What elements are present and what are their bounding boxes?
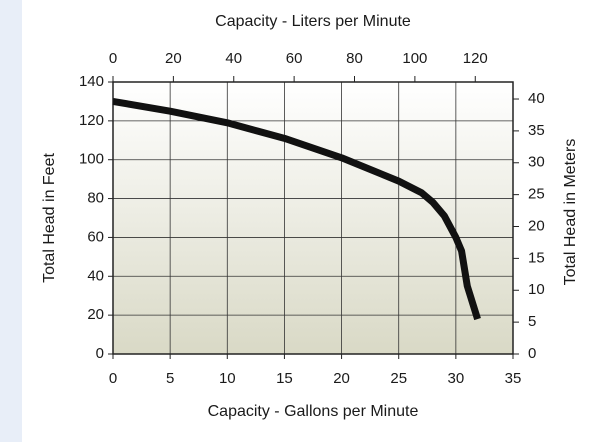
y2-tick-label: 30: [528, 154, 545, 171]
x-title: Capacity - Gallons per Minute: [208, 403, 419, 420]
y-tick-label: 100: [79, 151, 104, 168]
x-tick-label: 35: [505, 370, 522, 387]
side-strip: [0, 0, 22, 442]
x-tick-label: 20: [333, 370, 350, 387]
x-tick-label: 0: [109, 370, 117, 387]
x-tick-label: 25: [390, 370, 407, 387]
curve: [112, 97, 481, 321]
y2-tick-label: 10: [528, 281, 545, 298]
y-tick-label: 80: [87, 190, 104, 207]
y-tick-label: 140: [79, 73, 104, 90]
x2-tick-label: 20: [165, 50, 182, 67]
y2-tick-label: 35: [528, 122, 545, 139]
y2-tick-label: 5: [528, 313, 536, 330]
x2-tick-label: 60: [286, 50, 303, 67]
y2-tick-label: 20: [528, 217, 545, 234]
x2-title: Capacity - Liters per Minute: [215, 13, 411, 30]
y2-title: Total Head in Meters: [562, 139, 579, 286]
x2-tick-label: 40: [225, 50, 242, 67]
x2-tick-label: 100: [402, 50, 427, 67]
x-tick-label: 30: [448, 370, 465, 387]
y-tick-label: 40: [87, 267, 104, 284]
x-tick-label: 15: [276, 370, 293, 387]
plot-area: [113, 82, 513, 354]
y2-tick-label: 40: [528, 90, 545, 107]
y-tick-label: 60: [87, 228, 104, 245]
x-tick-label: 5: [166, 370, 174, 387]
y-title: Total Head in Feet: [41, 153, 58, 283]
y-tick-label: 20: [87, 306, 104, 323]
y2-tick-label: 25: [528, 186, 545, 203]
x2-tick-label: 80: [346, 50, 363, 67]
plot-frame: [112, 81, 514, 355]
y2-tick-label: 15: [528, 249, 545, 266]
x2-tick-label: 120: [463, 50, 488, 67]
y-tick-label: 120: [79, 112, 104, 129]
y-tick-label: 0: [96, 345, 104, 362]
x2-tick-label: 0: [109, 50, 117, 67]
y2-tick-label: 0: [528, 345, 536, 362]
x-tick-label: 10: [219, 370, 236, 387]
